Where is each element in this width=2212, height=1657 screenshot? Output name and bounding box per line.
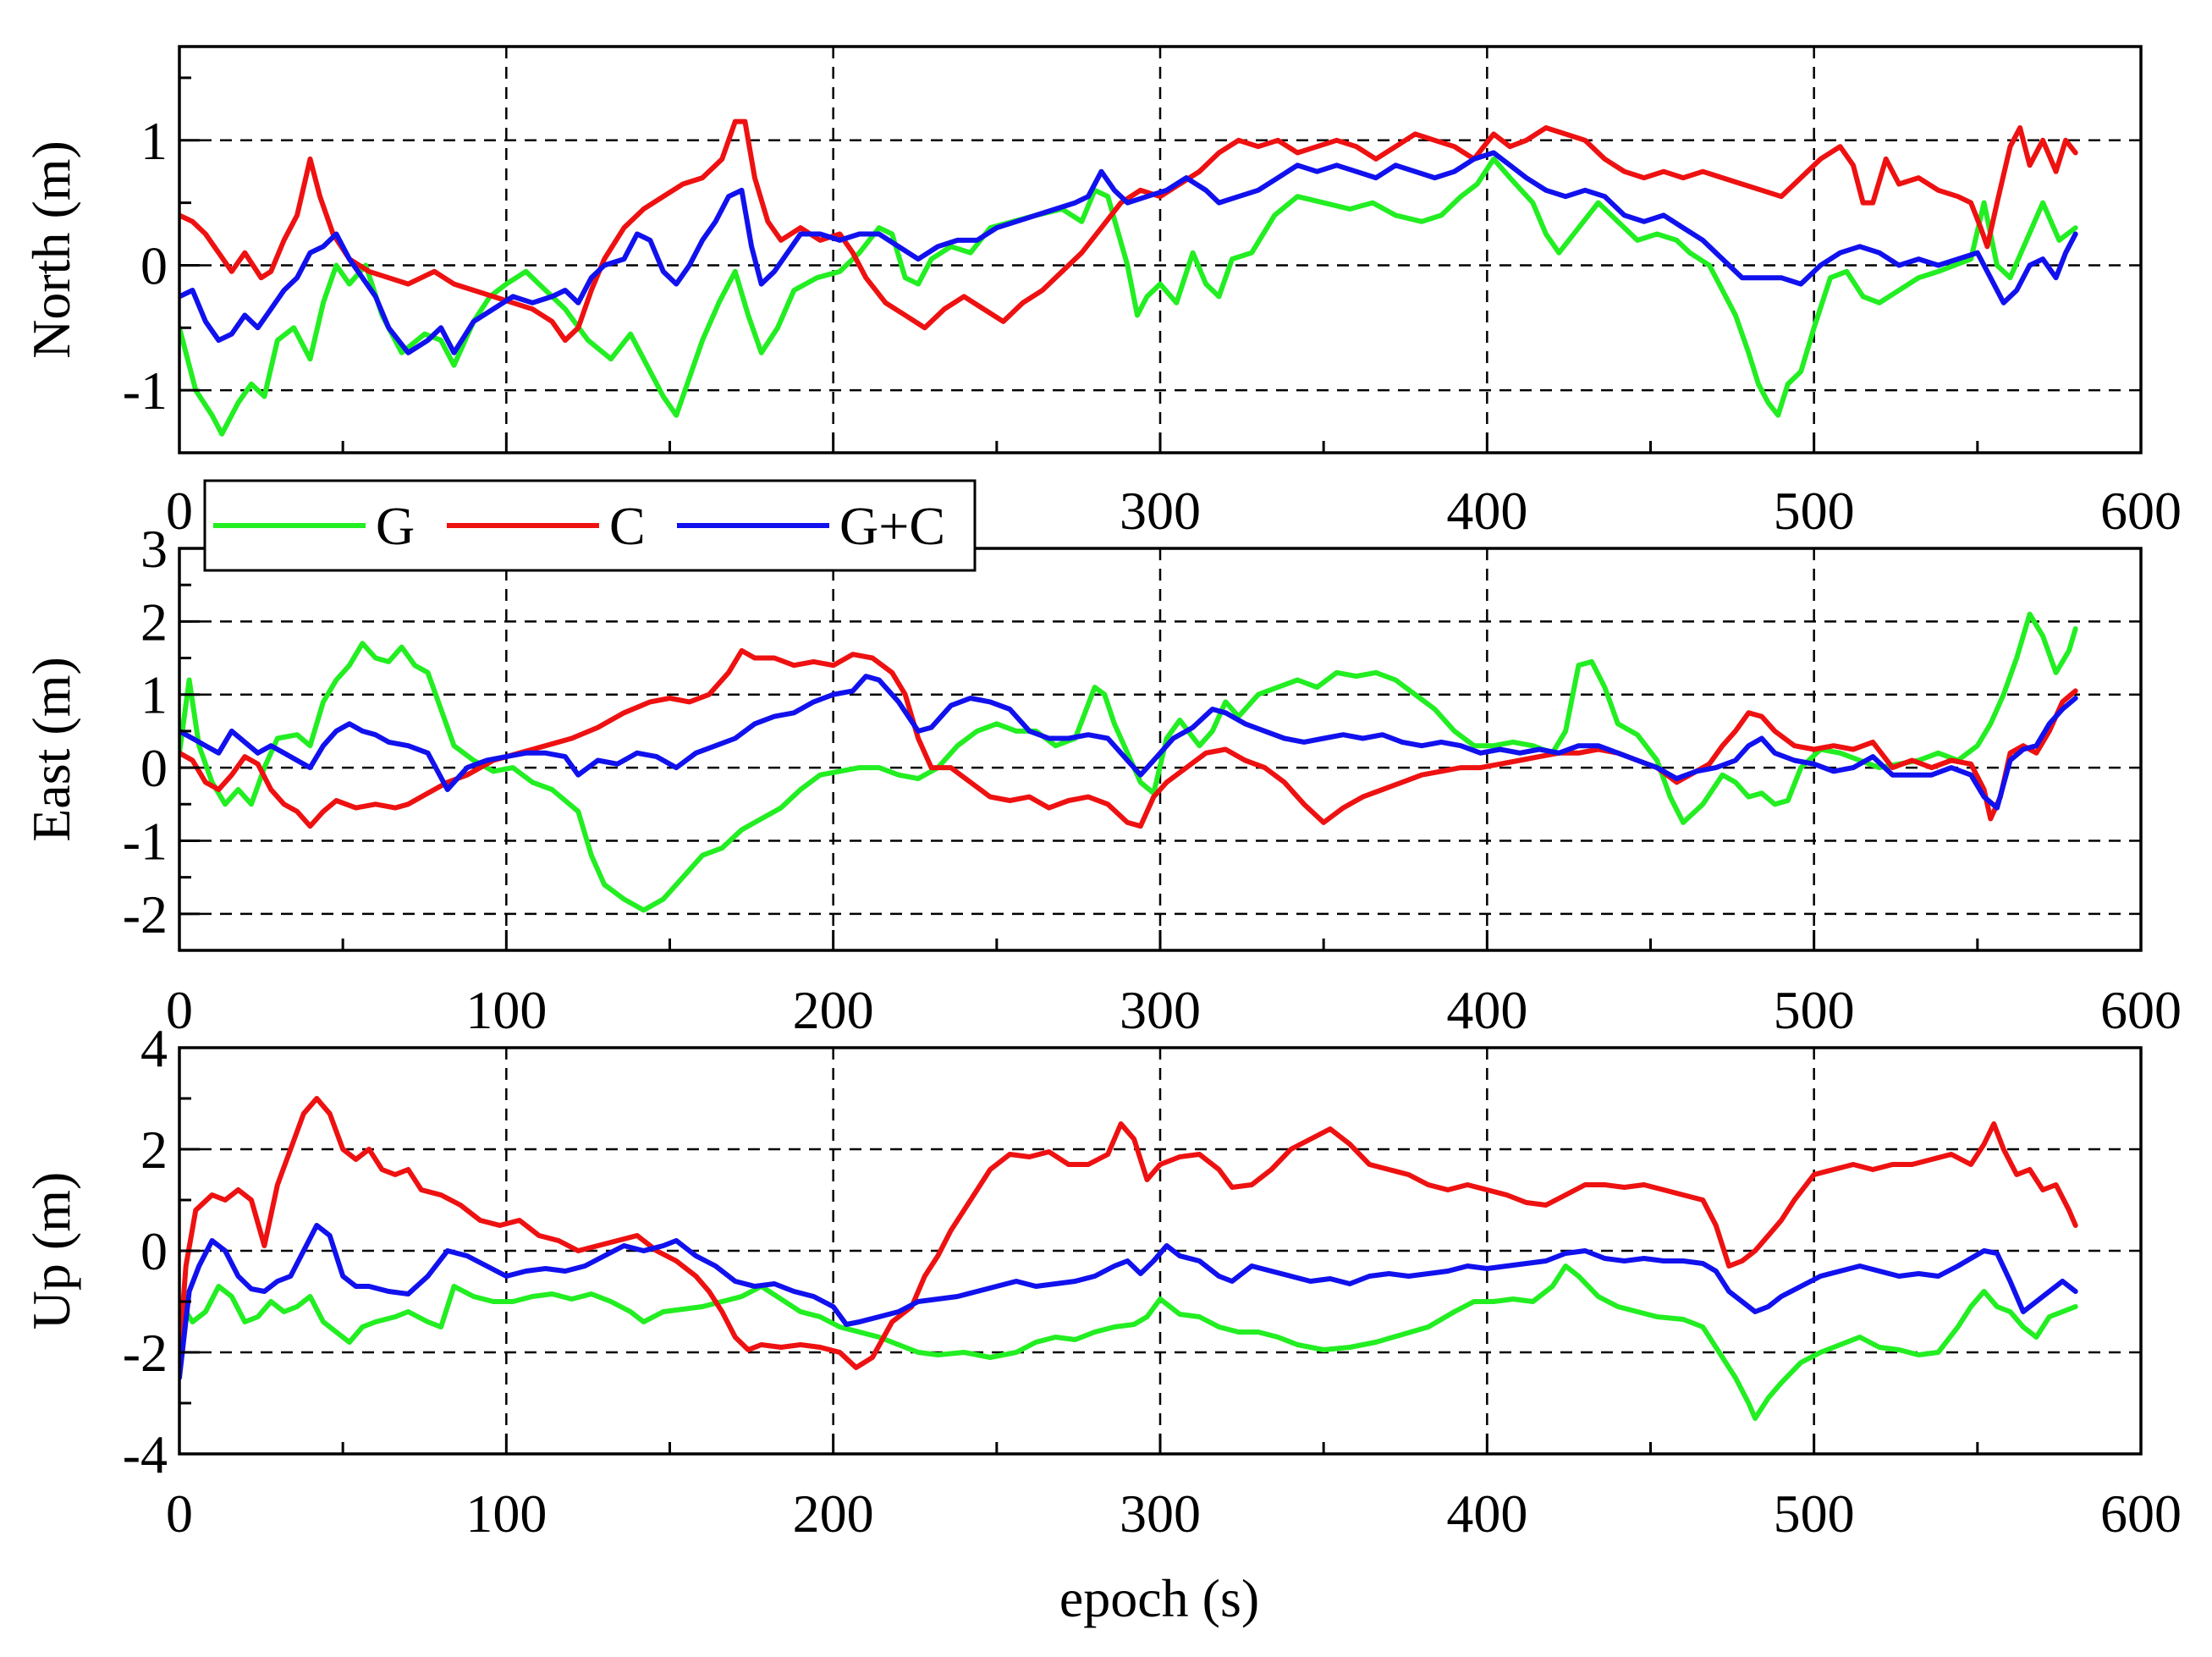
- ticks-north: [178, 76, 2143, 454]
- ticks-east: [178, 547, 2143, 952]
- y-tick-label: -1: [123, 811, 168, 871]
- x-tick-label: 400: [1446, 481, 1527, 541]
- y-axis-title-up: Up (m): [21, 1172, 81, 1330]
- y-tick-label: 1: [140, 111, 168, 171]
- y-tick-label: 1: [140, 665, 168, 725]
- y-tick-label: 0: [140, 738, 168, 798]
- x-tick-label: 600: [2100, 1484, 2182, 1544]
- y-tick-label: 3: [140, 519, 168, 579]
- x-tick-label: 400: [1446, 980, 1527, 1040]
- y-tick-label: 2: [140, 592, 168, 652]
- series-line-east-g: [179, 611, 2078, 913]
- grid-north: [179, 47, 2141, 453]
- series-line-up-c: [179, 1096, 2078, 1370]
- y-tick-label: -2: [123, 884, 168, 944]
- x-tick-label: 500: [1774, 1484, 1855, 1544]
- series-line-north-c: [179, 118, 2078, 344]
- y-tick-label: -4: [123, 1424, 168, 1484]
- y-tick-label: 4: [140, 1018, 168, 1078]
- series-group-north: [179, 118, 2078, 437]
- x-tick-label: 200: [793, 1484, 874, 1544]
- y-tick-label: 0: [140, 1221, 168, 1281]
- x-tick-label: 100: [465, 980, 547, 1040]
- series-line-east-c: [179, 647, 2078, 829]
- panel-up: 0 100 200 300 400 500 600 -4 -2 0 2 4 Up (m): [21, 1018, 2182, 1544]
- series-line-east-gplusc: [179, 674, 2078, 811]
- x-tick-label: 200: [793, 980, 874, 1040]
- x-axis-title: epoch (s): [1059, 1568, 1259, 1628]
- x-tick-label: 0: [166, 980, 193, 1040]
- x-tick-label: 0: [166, 481, 193, 541]
- y-tick-label: -1: [123, 361, 168, 421]
- y-tick-label: 2: [140, 1120, 168, 1180]
- legend-label-g: G: [376, 496, 415, 556]
- legend-label-gplusc: G+C: [839, 496, 945, 556]
- x-tick-label: 600: [2100, 481, 2182, 541]
- legend: G C G+C: [203, 479, 977, 572]
- x-tick-label: 400: [1446, 1484, 1527, 1544]
- series-line-up-g: [179, 1263, 2078, 1421]
- series-group-east: [179, 611, 2078, 913]
- x-tick-label: 300: [1120, 1484, 1201, 1544]
- series-line-up-gplusc: [179, 1223, 2078, 1380]
- x-tick-label: 0: [166, 1484, 193, 1544]
- y-axis-title-east: East (m): [21, 657, 81, 842]
- series-group-up: [179, 1096, 2078, 1421]
- y-axis-title-north: North (m): [21, 140, 81, 359]
- x-tick-label: 600: [2100, 980, 2182, 1040]
- y-tick-label: 0: [140, 235, 168, 295]
- x-tick-label: 300: [1120, 980, 1201, 1040]
- x-tick-label: 300: [1120, 481, 1201, 541]
- panel-east: 0 100 200 300 400 500 600 -2 -1 0 1 2 3 East (m): [21, 519, 2182, 1040]
- x-tick-label: 100: [465, 1484, 547, 1544]
- y-tick-label: -2: [123, 1323, 168, 1383]
- legend-label-c: C: [609, 496, 646, 556]
- x-tick-label: 500: [1774, 980, 1855, 1040]
- x-tick-label: 500: [1774, 481, 1855, 541]
- series-line-north-gplusc: [179, 150, 2078, 355]
- ticks-up: [178, 1046, 2143, 1456]
